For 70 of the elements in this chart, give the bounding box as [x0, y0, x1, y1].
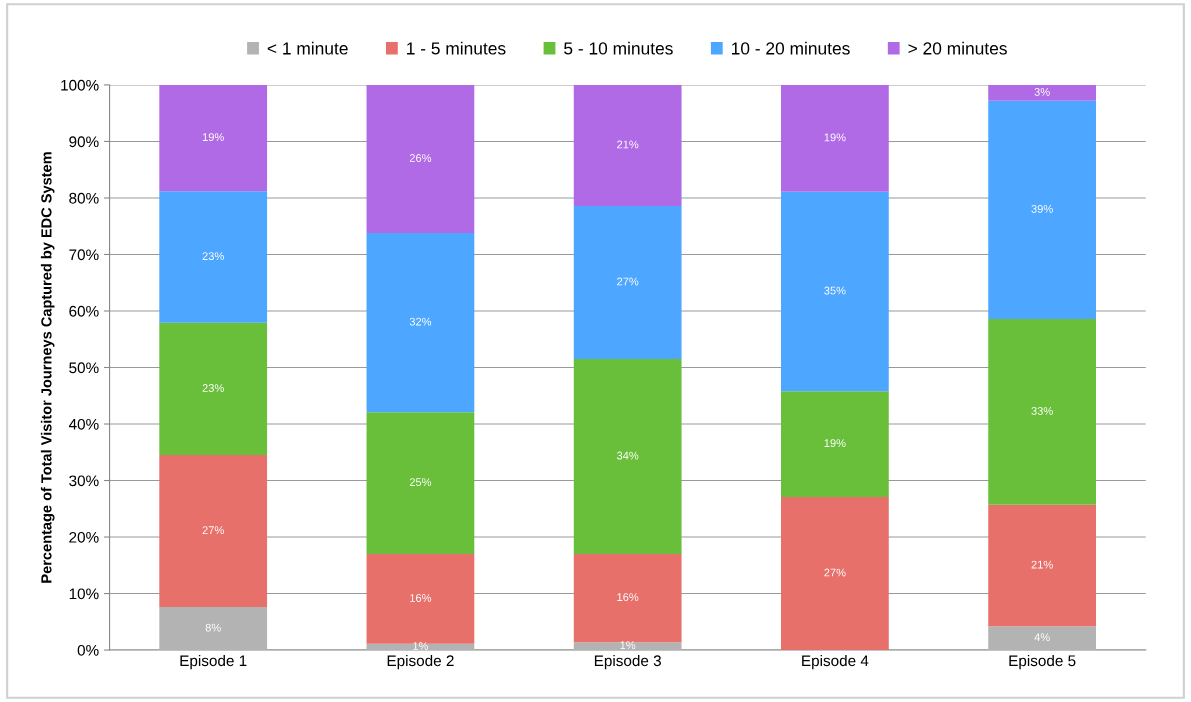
- bar: [781, 84, 889, 192]
- y-tick-label: 20%: [69, 531, 99, 543]
- data-label: 35%: [824, 286, 846, 295]
- bar: [366, 84, 475, 233]
- y-tick-label: 0%: [77, 644, 99, 656]
- y-tick-label: 60%: [69, 305, 99, 317]
- x-tick-label: Episode 2: [387, 654, 454, 670]
- data-label: 16%: [617, 593, 639, 602]
- bar: [159, 455, 268, 608]
- data-label: 19%: [824, 439, 846, 448]
- bar: [159, 607, 268, 651]
- data-label: 4%: [1034, 633, 1050, 642]
- data-label: 23%: [202, 252, 224, 260]
- bar: [159, 84, 268, 192]
- data-label: 26%: [409, 154, 432, 162]
- y-tick-label: 40%: [68, 418, 99, 430]
- bar: [781, 496, 889, 651]
- y-tick-label: 30%: [69, 475, 99, 487]
- bar: [573, 84, 682, 206]
- y-tick-label: 70%: [69, 249, 99, 261]
- bar: [366, 233, 475, 413]
- bar: [988, 504, 1097, 627]
- legend-label: 5 - 10 minutes: [564, 41, 673, 55]
- y-axis-title: Percentage of Total Visitor Journeys Captured by EDC System: [40, 152, 55, 583]
- data-label: 16%: [410, 594, 432, 602]
- data-label: 27%: [824, 568, 846, 577]
- y-tick-label: 100%: [61, 79, 99, 91]
- y-tick-label: 10%: [69, 588, 99, 600]
- legend-label: < 1 minute: [267, 41, 348, 55]
- data-label: 34%: [616, 451, 639, 460]
- data-label: 33%: [1031, 406, 1053, 415]
- bar: [366, 553, 475, 644]
- data-label: 19%: [202, 133, 224, 142]
- x-tick-label: Episode 3: [594, 654, 661, 670]
- y-tick-label: 50%: [69, 362, 99, 374]
- data-label: 3%: [1034, 87, 1050, 96]
- bar: [573, 205, 682, 360]
- data-label: 1%: [620, 641, 636, 650]
- data-label: 21%: [1031, 560, 1053, 569]
- data-label: 21%: [617, 140, 639, 149]
- bar: [988, 84, 1097, 101]
- legend-label: 10 - 20 minutes: [732, 41, 850, 55]
- x-tick-label: Episode 5: [1009, 654, 1076, 670]
- y-tick-label: 80%: [69, 192, 99, 204]
- bar: [573, 642, 682, 651]
- x-tick-label: Episode 4: [802, 654, 869, 670]
- bar: [988, 626, 1097, 651]
- bar: [573, 553, 682, 643]
- data-label: 27%: [202, 526, 224, 535]
- bar: [988, 100, 1097, 319]
- data-label: 1%: [413, 642, 429, 650]
- legend-label: > 20 minutes: [908, 41, 1007, 55]
- data-label: 32%: [409, 317, 432, 326]
- data-label: 27%: [617, 277, 639, 286]
- data-label: 8%: [205, 623, 221, 632]
- legend-label: 1 - 5 minutes: [407, 41, 506, 55]
- bar: [159, 191, 268, 323]
- bar: [781, 391, 889, 497]
- x-tick-label: Episode 1: [180, 654, 247, 670]
- data-label: 19%: [824, 133, 846, 142]
- data-label: 23%: [202, 384, 224, 392]
- bar: [366, 643, 475, 651]
- data-label: 25%: [409, 478, 432, 487]
- bar: [988, 318, 1097, 505]
- bar: [573, 359, 682, 554]
- y-tick-label: 90%: [69, 136, 99, 148]
- bar: [781, 191, 889, 392]
- bar: [366, 412, 475, 554]
- bar: [159, 322, 268, 456]
- data-label: 39%: [1031, 204, 1053, 213]
